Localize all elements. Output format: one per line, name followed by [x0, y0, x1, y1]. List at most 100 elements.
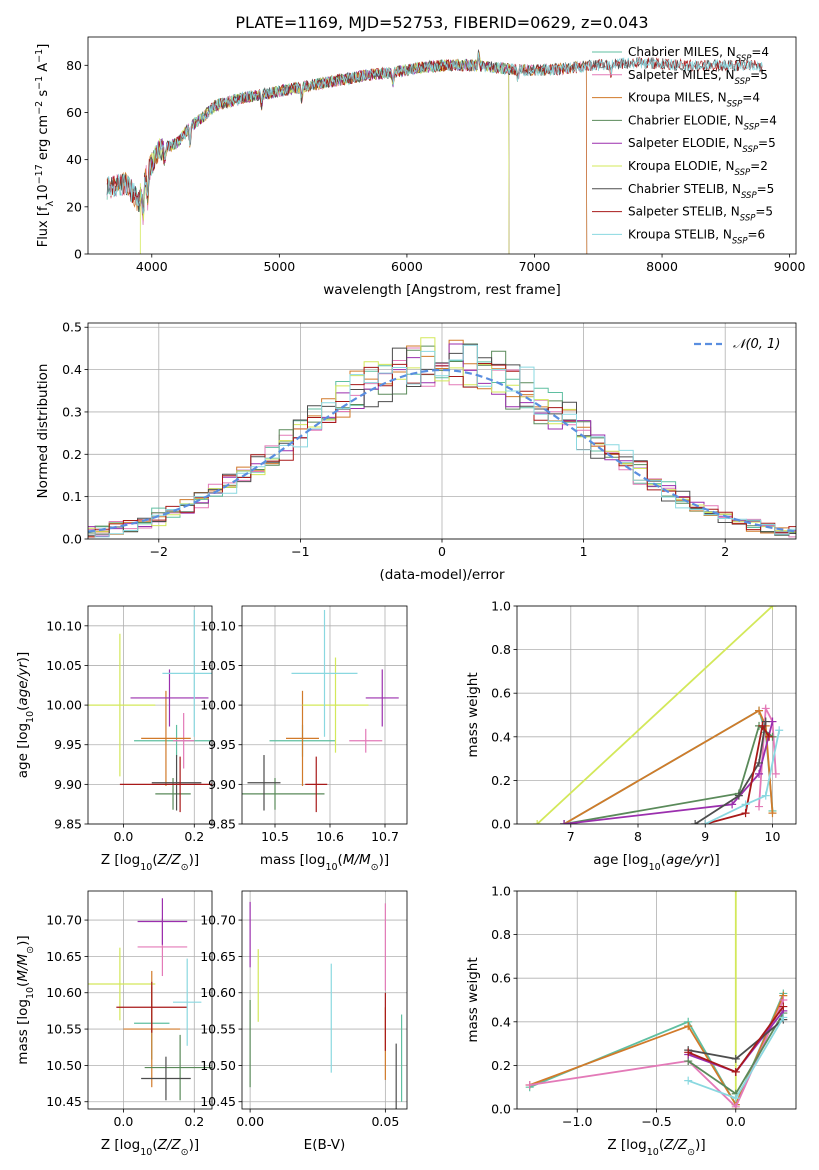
legend-label-normal: 𝒩(0, 1): [733, 337, 780, 352]
axes-frame: [516, 605, 797, 825]
hist-chabrier-stelib: [88, 343, 796, 536]
label-part: age/yr: [15, 661, 31, 706]
legend-label-chabrier-elodie: Chabrier ELODIE, NSSP=4: [628, 113, 777, 132]
series-marker: [755, 758, 764, 767]
y-axis-label: Normed distribution: [35, 364, 51, 499]
series-marker: [775, 726, 784, 735]
y-tick-label: 10.10: [200, 618, 236, 633]
legend-label-kroupa-miles: Kroupa MILES, NSSP=4: [628, 91, 760, 110]
errorbar-salpeter-miles: [349, 728, 383, 753]
series-marker: [525, 1081, 534, 1090]
plot-area: [533, 606, 784, 824]
x-tick-label: 0.0: [113, 1114, 133, 1129]
y-tick-label: 0.8: [491, 642, 511, 657]
label-part: Z/Z: [157, 852, 182, 868]
series-marker: [755, 802, 764, 811]
label-part: (: [152, 1137, 157, 1153]
errorbar-kroupa-miles: [286, 690, 319, 786]
y-tick-label: 9.90: [208, 777, 236, 792]
plot-area: [249, 901, 403, 1109]
spectrum-line-chabrier-miles: [106, 53, 588, 254]
series-marker: [731, 1054, 740, 1063]
y-tick-label: 0: [74, 247, 82, 262]
legend-text: Kroupa ELODIE, N: [628, 159, 735, 173]
series-marker: [691, 820, 700, 824]
label-part: mass [log: [260, 852, 326, 868]
series-marker: [768, 606, 777, 610]
errorbar-salpeter-stelib: [116, 981, 188, 1033]
plot-area: [88, 609, 212, 813]
series-marker: [741, 800, 750, 809]
y-tick-label: 1.0: [491, 599, 511, 614]
x-tick-label: 4000: [136, 259, 168, 274]
y-tick-label: 0.3: [62, 404, 82, 419]
x-tick-label: 0.05: [371, 1114, 399, 1129]
y-tick-label: 40: [66, 152, 82, 167]
y-tick-label: 9.95: [54, 737, 82, 752]
series-marker: [731, 891, 740, 895]
series-marker: [765, 732, 774, 741]
y-tick-label: 9.85: [54, 817, 82, 832]
errorbar-kroupa-elodie: [88, 947, 156, 1021]
label-part: (: [15, 706, 31, 711]
panel-weight_vs_age: 7 8 9 10 0.0 0.2 0.4 0.6 0.8 1.0: [491, 599, 797, 844]
label-part: erg cm: [36, 115, 51, 164]
x-axis-label: E(B-V): [304, 1137, 346, 1153]
errorbar-salpeter-elodie: [365, 669, 399, 727]
legend-text: Chabrier MILES, N: [628, 45, 736, 59]
y-tick-label: 10.55: [46, 1022, 82, 1037]
legend-subscript: SSP: [736, 54, 752, 64]
errorbar-kroupa-stelib: [173, 958, 202, 1046]
x-axis-label: wavelength [Angstrom, rest frame]: [323, 282, 561, 298]
plot-area: [106, 49, 763, 254]
label-part: )]: [379, 852, 390, 868]
x-tick-label: 10: [765, 829, 781, 844]
series-marker: [761, 704, 770, 713]
legend-text: =4: [742, 91, 760, 105]
label-part: ⊙: [181, 1147, 189, 1158]
x-tick-label: 5000: [263, 259, 295, 274]
label-part: Flux [f: [36, 206, 51, 247]
errorbar-chabrier-elodie: [144, 1034, 212, 1101]
series-line: [536, 606, 774, 824]
y-tick-label: 9.85: [208, 817, 236, 832]
y-tick-label: 20: [66, 199, 82, 214]
label-part: M/M: [15, 953, 31, 981]
legend-text: Salpeter ELODIE, N: [628, 136, 742, 150]
label-part: −2: [34, 101, 45, 115]
label-part: ]: [36, 44, 51, 49]
panel-residuals: −2 −1 0 1 2 0.0 0.1 0.2 0.3 0.4 0.5: [62, 320, 797, 559]
x-tick-label: −2: [150, 544, 168, 559]
legend-text: =2: [750, 159, 768, 173]
axes-frame: [516, 890, 797, 1110]
series-marker: [731, 1094, 740, 1103]
errorbar-salpeter-stelib: [119, 756, 212, 813]
y-tick-label: 0.4: [62, 362, 82, 377]
errorbar-salpeter-elodie: [137, 898, 188, 945]
panel-weight_vs_Z: −1.0 −0.5 0.0 0.0 0.2 0.4 0.6 0.8 1.0: [491, 884, 797, 1129]
y-tick-label: 0.6: [491, 971, 511, 986]
series-marker: [755, 706, 764, 715]
legend-text: Salpeter MILES, N: [628, 68, 735, 82]
errorbar-chabrier-stelib: [151, 755, 202, 811]
legend-label-kroupa-stelib: Kroupa STELIB, NSSP=6: [628, 227, 765, 246]
y-tick-label: 0.0: [491, 1102, 511, 1117]
legend-text: =4: [759, 113, 777, 127]
errorbar-kroupa-stelib: [291, 609, 358, 737]
y-tick-label: 0.2: [491, 773, 511, 788]
errorbar-salpeter-elodie: [130, 669, 209, 727]
x-tick-label: 0.0: [113, 829, 133, 844]
series-chabrier-stelib: [691, 717, 770, 824]
label-part: 10: [140, 862, 152, 873]
y-tick-label: 10.05: [200, 658, 236, 673]
label-part: 10: [649, 862, 661, 873]
legend-subscript: SSP: [727, 100, 743, 110]
x-tick-label: 6000: [391, 259, 423, 274]
plot-area: [88, 898, 212, 1101]
x-tick-label: 0.2: [184, 829, 204, 844]
label-part: 10: [647, 1147, 659, 1158]
series-line: [563, 724, 774, 824]
chart-title: PLATE=1169, MJD=52753, FIBERID=0629, z=0…: [235, 13, 648, 32]
x-tick-label: −1.0: [562, 1114, 592, 1129]
series-marker: [779, 1002, 788, 1011]
